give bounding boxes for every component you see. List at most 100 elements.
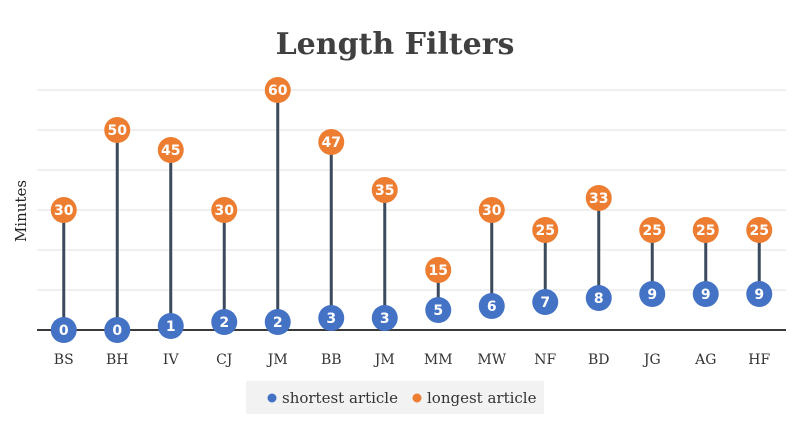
data-label: 8 bbox=[594, 291, 604, 307]
data-label: 6 bbox=[487, 299, 497, 315]
shortest-marker bbox=[746, 281, 773, 307]
longest-point: 50 bbox=[104, 117, 131, 143]
legend: shortest article longest article bbox=[246, 381, 544, 414]
longest-marker bbox=[211, 197, 238, 223]
shortest-marker bbox=[692, 281, 719, 307]
data-label: 33 bbox=[589, 191, 608, 207]
longest-marker bbox=[425, 257, 452, 283]
longest-marker bbox=[264, 77, 291, 103]
x-tick-label: IV bbox=[163, 352, 180, 368]
shortest-marker bbox=[264, 309, 291, 335]
shortest-point: 8 bbox=[585, 285, 612, 311]
shortest-marker bbox=[104, 317, 131, 343]
longest-point: 35 bbox=[371, 177, 398, 203]
legend-label: longest article bbox=[427, 389, 537, 407]
x-tick-label: JG bbox=[642, 352, 661, 368]
data-label: 2 bbox=[273, 315, 283, 331]
shortest-point: 1 bbox=[157, 313, 184, 339]
shortest-point: 7 bbox=[532, 289, 559, 315]
data-label: 5 bbox=[433, 303, 443, 319]
x-tick-label: BD bbox=[588, 352, 610, 368]
legend-box bbox=[246, 381, 544, 414]
longest-marker bbox=[50, 197, 77, 223]
longest-marker bbox=[478, 197, 505, 223]
data-label: 45 bbox=[161, 143, 180, 159]
shortest-marker bbox=[50, 317, 77, 343]
longest-marker bbox=[746, 217, 773, 243]
data-label: 60 bbox=[268, 83, 288, 99]
longest-point: 25 bbox=[746, 217, 773, 243]
x-tick-label: JM bbox=[373, 352, 395, 368]
longest-point: 25 bbox=[532, 217, 559, 243]
data-label: 15 bbox=[429, 263, 448, 279]
longest-marker bbox=[371, 177, 398, 203]
x-tick-labels: BS BH IV CJ JM BB JM MM MW NF BD JG AG HF bbox=[54, 352, 771, 368]
gridlines bbox=[37, 89, 786, 331]
data-label: 7 bbox=[540, 295, 550, 311]
shortest-point: 9 bbox=[746, 281, 773, 307]
x-tick-label: MM bbox=[424, 352, 453, 368]
shortest-marker bbox=[639, 281, 666, 307]
longest-marker bbox=[104, 117, 131, 143]
data-label: 9 bbox=[754, 287, 764, 303]
data-label: 47 bbox=[322, 135, 341, 151]
longest-marker bbox=[692, 217, 719, 243]
shortest-point: 2 bbox=[211, 309, 238, 335]
data-label: 25 bbox=[536, 223, 555, 239]
data-label: 2 bbox=[219, 315, 229, 331]
data-label: 30 bbox=[54, 203, 74, 219]
shortest-point: 0 bbox=[104, 317, 131, 343]
longest-point: 15 bbox=[425, 257, 452, 283]
shortest-marker bbox=[157, 313, 184, 339]
longest-point: 25 bbox=[639, 217, 666, 243]
shortest-marker bbox=[532, 289, 559, 315]
shortest-point: 3 bbox=[371, 305, 398, 331]
longest-point: 45 bbox=[157, 137, 184, 163]
connector-lines bbox=[62, 90, 761, 330]
x-tick-label: JM bbox=[266, 352, 288, 368]
data-label: 0 bbox=[59, 323, 69, 339]
longest-marker bbox=[532, 217, 559, 243]
shortest-point: 6 bbox=[478, 293, 505, 319]
longest-marker bbox=[639, 217, 666, 243]
shortest-point: 5 bbox=[425, 297, 452, 323]
shortest-point: 9 bbox=[639, 281, 666, 307]
shortest-point: 9 bbox=[692, 281, 719, 307]
legend-label: shortest article bbox=[282, 389, 398, 407]
data-label: 25 bbox=[696, 223, 715, 239]
shortest-marker bbox=[585, 285, 612, 311]
longest-marker bbox=[585, 185, 612, 211]
legend-item: shortest article bbox=[267, 389, 398, 407]
data-label: 3 bbox=[326, 311, 336, 327]
legend-marker bbox=[412, 393, 422, 403]
longest-point: 33 bbox=[585, 185, 612, 211]
data-label: 1 bbox=[166, 319, 176, 335]
x-tick-label: CJ bbox=[216, 352, 232, 368]
shortest-marker bbox=[318, 305, 345, 331]
chart-title: Length Filters bbox=[276, 27, 515, 62]
data-label: 50 bbox=[108, 123, 128, 139]
x-tick-label: MW bbox=[477, 352, 506, 368]
x-tick-label: HF bbox=[748, 352, 770, 368]
x-tick-label: AG bbox=[694, 352, 716, 368]
data-label: 0 bbox=[112, 323, 122, 339]
legend-item: longest article bbox=[412, 389, 537, 407]
data-label: 9 bbox=[701, 287, 711, 303]
data-label: 30 bbox=[215, 203, 235, 219]
longest-point: 25 bbox=[692, 217, 719, 243]
shortest-marker bbox=[211, 309, 238, 335]
data-label: 35 bbox=[375, 183, 394, 199]
shortest-marker bbox=[371, 305, 398, 331]
legend-marker bbox=[267, 393, 277, 403]
shortest-point: 3 bbox=[318, 305, 345, 331]
data-label: 9 bbox=[647, 287, 657, 303]
shortest-marker bbox=[425, 297, 452, 323]
longest-point: 47 bbox=[318, 129, 345, 155]
shortest-point: 2 bbox=[264, 309, 291, 335]
x-tick-label: BH bbox=[106, 352, 129, 368]
y-axis-label: Minutes bbox=[12, 180, 30, 242]
longest-marker bbox=[157, 137, 184, 163]
data-label: 30 bbox=[482, 203, 502, 219]
